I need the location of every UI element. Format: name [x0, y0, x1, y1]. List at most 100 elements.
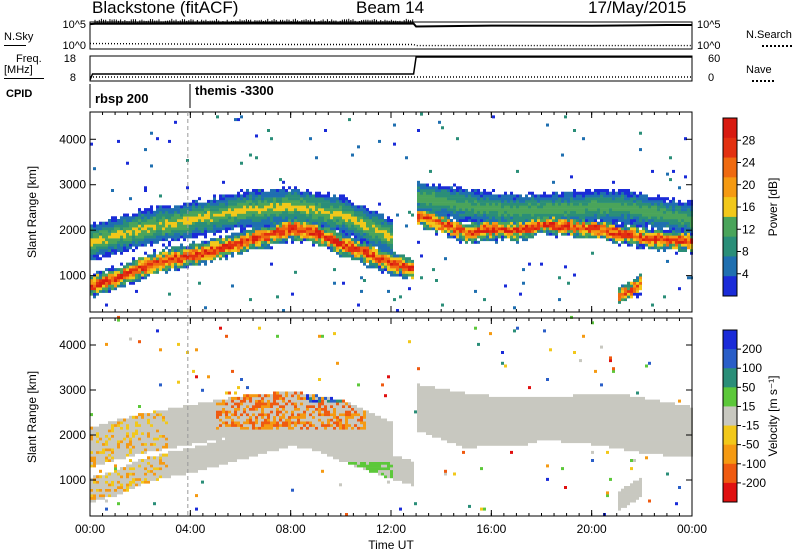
velocity-cell [138, 440, 141, 444]
power-cell [312, 219, 315, 222]
velocity-cell [132, 469, 135, 473]
velocity-cell [90, 453, 93, 457]
power-cell [339, 249, 342, 252]
power-cell [327, 191, 330, 195]
power-cell [276, 235, 279, 239]
power-cell [477, 227, 480, 231]
power-cell [318, 216, 321, 220]
power-cell [678, 210, 681, 214]
power-cell [618, 191, 621, 195]
power-cell [96, 232, 99, 236]
power-cell [468, 197, 471, 201]
power-cell [639, 224, 642, 228]
power-cell [672, 235, 675, 239]
velocity-cell [177, 429, 180, 433]
power-cell [309, 213, 312, 217]
power-cell [135, 289, 138, 293]
velocity-cell [90, 486, 93, 489]
power-cell [237, 249, 240, 252]
power-cell [636, 243, 639, 247]
power-cell [345, 254, 348, 258]
power-cell [429, 191, 432, 195]
power-cell [561, 232, 564, 236]
power-cell [162, 219, 165, 222]
velocity-cell [135, 475, 138, 479]
power-cell [249, 216, 252, 220]
power-cell [555, 199, 558, 203]
power-cell [249, 210, 252, 214]
power-cell [345, 216, 348, 220]
power-cell [249, 194, 252, 198]
velocity-cell [93, 499, 96, 503]
power-cell [552, 224, 555, 228]
power-cell [531, 191, 534, 195]
nsearch-line [89, 42, 692, 47]
power-cell [123, 273, 126, 277]
power-cell [468, 202, 471, 206]
power-cell [672, 232, 675, 236]
power-cell [288, 219, 291, 222]
velocity-cell [111, 432, 114, 435]
power-cell [579, 191, 582, 195]
power-cell [465, 199, 468, 203]
power-cell [123, 224, 126, 228]
velocity-cell [96, 434, 99, 438]
velocity-cell [189, 461, 192, 465]
power-cell [195, 229, 198, 233]
velocity-cell [177, 342, 180, 346]
power-cell [105, 287, 108, 291]
power-cell [654, 197, 657, 201]
power-cell [207, 254, 210, 258]
velocity-cell [165, 461, 168, 465]
velocity-cell [180, 434, 183, 438]
power-cell [570, 208, 573, 212]
power-cell [639, 246, 642, 250]
power-cell [570, 227, 573, 231]
power-cell [534, 224, 537, 228]
power-cell [93, 257, 96, 261]
power-cell [441, 191, 444, 195]
power-cell [318, 210, 321, 214]
power-cell [126, 240, 129, 244]
power-cell [96, 257, 99, 261]
power-cell [609, 191, 612, 195]
power-cell [465, 197, 468, 201]
power-cell [657, 221, 660, 225]
power-cell [111, 238, 114, 242]
power-cell [444, 191, 447, 195]
velocity-cell [117, 480, 120, 484]
power-cell [480, 208, 483, 212]
power-cell [285, 227, 288, 231]
power-cell [111, 229, 114, 233]
power-cell [510, 221, 513, 225]
power-cell [354, 257, 357, 261]
power-cell [339, 210, 342, 214]
power-cell [390, 249, 393, 252]
power-cell [636, 232, 639, 236]
power-cell [210, 243, 213, 247]
velocity-cell [111, 483, 114, 487]
power-cell [276, 221, 279, 225]
power-cell [111, 246, 114, 250]
power-cell [105, 268, 108, 272]
power-cell [396, 273, 399, 277]
power-cell [654, 240, 657, 244]
power-cell [117, 240, 120, 244]
power-cell [597, 197, 600, 201]
power-cell [156, 268, 159, 272]
velocity-cell [120, 480, 123, 484]
power-cell [246, 249, 249, 252]
power-cell [666, 243, 669, 247]
power-cell [417, 183, 420, 187]
power-cell [327, 210, 330, 214]
power-cell [381, 213, 384, 217]
power-cell [168, 221, 171, 225]
power-cell [594, 205, 597, 209]
power-cell [333, 249, 336, 252]
power-cell [282, 208, 285, 212]
power-cell [147, 268, 150, 272]
power-cell [639, 191, 642, 195]
power-cell [441, 221, 444, 225]
velocity-cell [144, 475, 147, 479]
power-cell [651, 240, 654, 244]
